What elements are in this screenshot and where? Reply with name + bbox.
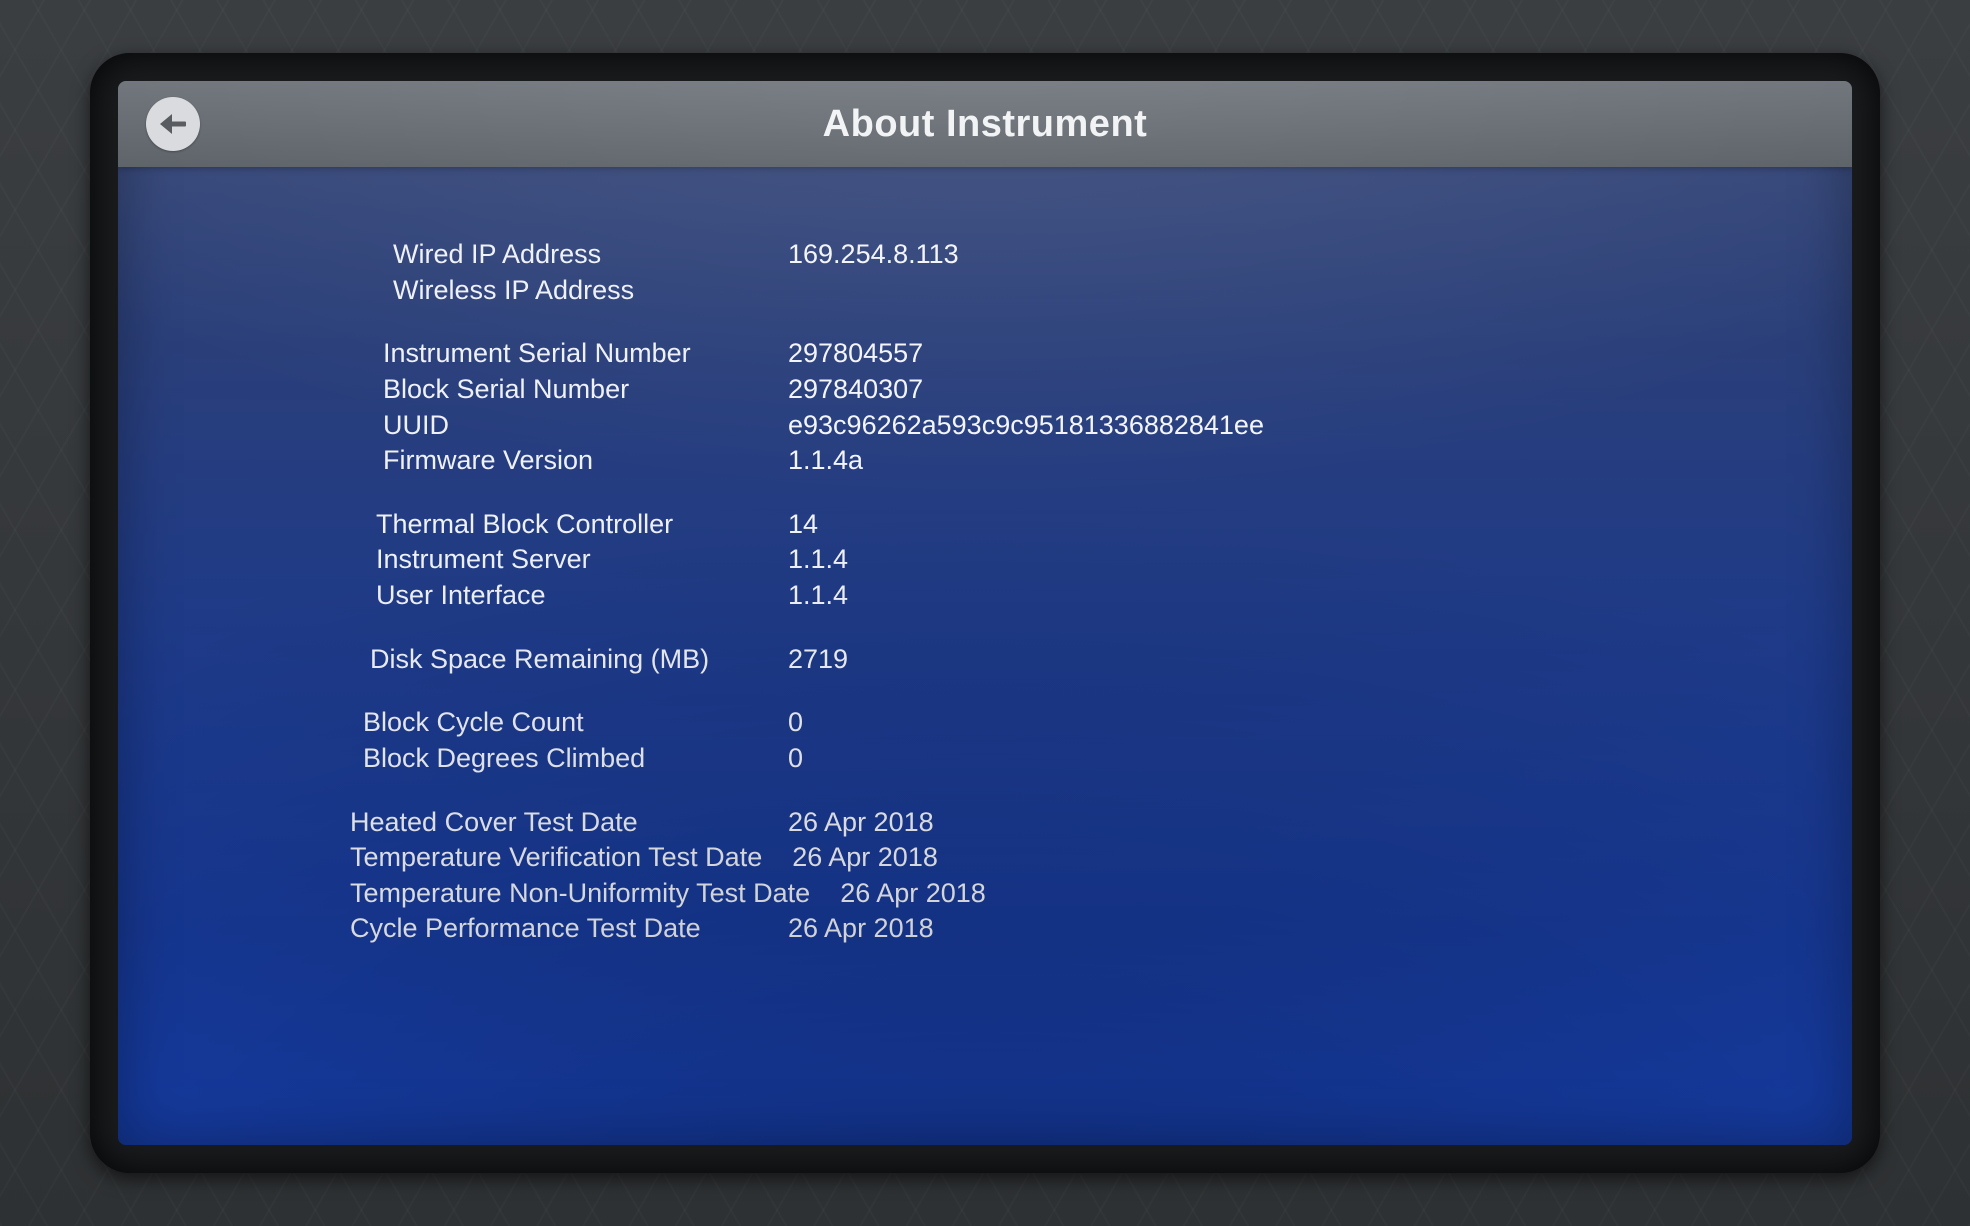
info-value: 0 bbox=[758, 741, 1812, 777]
info-label: User Interface bbox=[158, 578, 758, 614]
info-row: Temperature Verification Test Date 26 Ap… bbox=[158, 840, 1812, 876]
info-label: Instrument Server bbox=[158, 542, 758, 578]
info-row: Disk Space Remaining (MB) 2719 bbox=[158, 642, 1812, 678]
info-value: 26 Apr 2018 bbox=[758, 805, 1812, 841]
info-value: 0 bbox=[758, 705, 1812, 741]
info-row: Cycle Performance Test Date 26 Apr 2018 bbox=[158, 911, 1812, 947]
info-label: Heated Cover Test Date bbox=[158, 805, 758, 841]
info-label: UUID bbox=[158, 408, 758, 444]
info-label: Temperature Non-Uniformity Test Date bbox=[158, 876, 810, 912]
screen: About Instrument Wired IP Address 169.25… bbox=[118, 81, 1852, 1145]
info-value: 1.1.4a bbox=[758, 443, 1812, 479]
info-row: Thermal Block Controller 14 bbox=[158, 507, 1812, 543]
info-group-tests: Heated Cover Test Date 26 Apr 2018 Tempe… bbox=[158, 805, 1812, 948]
info-value: 1.1.4 bbox=[758, 542, 1812, 578]
info-row: Instrument Serial Number 297804557 bbox=[158, 336, 1812, 372]
info-row: Block Serial Number 297840307 bbox=[158, 372, 1812, 408]
info-row: Wired IP Address 169.254.8.113 bbox=[158, 237, 1812, 273]
info-value: 169.254.8.113 bbox=[758, 237, 1812, 273]
info-value: 26 Apr 2018 bbox=[810, 876, 1812, 912]
info-value: 1.1.4 bbox=[758, 578, 1812, 614]
info-label: Block Serial Number bbox=[158, 372, 758, 408]
info-value: e93c96262a593c9c95181336882841ee bbox=[758, 408, 1812, 444]
info-label: Temperature Verification Test Date bbox=[158, 840, 762, 876]
titlebar: About Instrument bbox=[118, 81, 1852, 167]
info-row: Wireless IP Address bbox=[158, 273, 1812, 309]
info-value: 26 Apr 2018 bbox=[758, 911, 1812, 947]
info-label: Block Cycle Count bbox=[158, 705, 758, 741]
info-row: Instrument Server 1.1.4 bbox=[158, 542, 1812, 578]
info-label: Instrument Serial Number bbox=[158, 336, 758, 372]
info-row: User Interface 1.1.4 bbox=[158, 578, 1812, 614]
info-label: Block Degrees Climbed bbox=[158, 741, 758, 777]
device-bezel: About Instrument Wired IP Address 169.25… bbox=[90, 53, 1880, 1173]
info-row: Block Degrees Climbed 0 bbox=[158, 741, 1812, 777]
info-label: Disk Space Remaining (MB) bbox=[158, 642, 758, 678]
info-value: 2719 bbox=[758, 642, 1812, 678]
info-label: Thermal Block Controller bbox=[158, 507, 758, 543]
info-group-network: Wired IP Address 169.254.8.113 Wireless … bbox=[158, 237, 1812, 308]
info-value bbox=[758, 273, 1812, 309]
info-value: 297840307 bbox=[758, 372, 1812, 408]
info-group-identity: Instrument Serial Number 297804557 Block… bbox=[158, 336, 1812, 479]
info-group-storage: Disk Space Remaining (MB) 2719 bbox=[158, 642, 1812, 678]
back-button[interactable] bbox=[146, 97, 200, 151]
info-label: Cycle Performance Test Date bbox=[158, 911, 758, 947]
info-row: Heated Cover Test Date 26 Apr 2018 bbox=[158, 805, 1812, 841]
info-label: Firmware Version bbox=[158, 443, 758, 479]
info-row: UUID e93c96262a593c9c95181336882841ee bbox=[158, 408, 1812, 444]
about-content: Wired IP Address 169.254.8.113 Wireless … bbox=[118, 167, 1852, 1145]
info-label: Wired IP Address bbox=[158, 237, 758, 273]
page-title: About Instrument bbox=[118, 103, 1852, 146]
info-value: 14 bbox=[758, 507, 1812, 543]
info-row: Firmware Version 1.1.4a bbox=[158, 443, 1812, 479]
info-row: Block Cycle Count 0 bbox=[158, 705, 1812, 741]
info-group-software: Thermal Block Controller 14 Instrument S… bbox=[158, 507, 1812, 614]
info-value: 297804557 bbox=[758, 336, 1812, 372]
back-arrow-icon bbox=[156, 107, 190, 141]
info-group-usage: Block Cycle Count 0 Block Degrees Climbe… bbox=[158, 705, 1812, 776]
info-value: 26 Apr 2018 bbox=[762, 840, 1812, 876]
info-row: Temperature Non-Uniformity Test Date 26 … bbox=[158, 876, 1812, 912]
info-label: Wireless IP Address bbox=[158, 273, 758, 309]
